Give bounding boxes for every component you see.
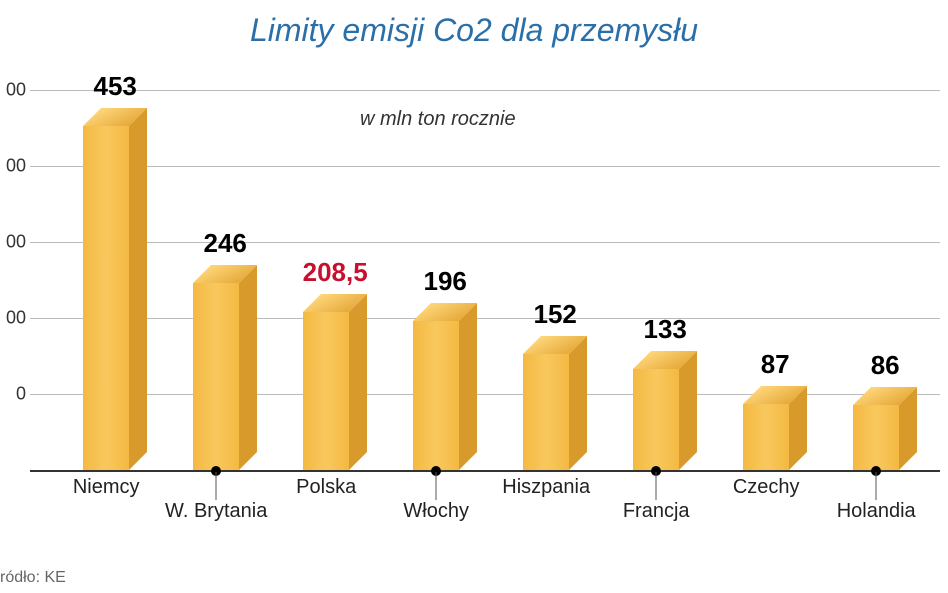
- bar: [83, 126, 129, 470]
- category-label: Holandia: [837, 500, 916, 523]
- bar: [853, 405, 899, 470]
- bar: [413, 321, 459, 470]
- y-tick-label: 00: [0, 232, 26, 253]
- y-tick-label: 00: [0, 308, 26, 329]
- bar-value-label: 133: [595, 314, 735, 345]
- category-label: Polska: [296, 476, 356, 499]
- y-tick-label: 00: [0, 80, 26, 101]
- bar-side: [459, 303, 477, 470]
- bar: [193, 283, 239, 470]
- gridline: [30, 166, 940, 167]
- bar-value-label: 246: [155, 228, 295, 259]
- category-label: Włochy: [403, 500, 469, 523]
- category-label: Czechy: [733, 476, 800, 499]
- bar-value-label: 86: [815, 350, 948, 381]
- bar-value-label: 453: [45, 71, 185, 102]
- category-label: W. Brytania: [165, 500, 267, 523]
- bar: [633, 369, 679, 470]
- chart-subtitle: w mln ton rocznie: [360, 108, 516, 131]
- tick-line: [656, 472, 657, 500]
- y-tick-label: 0: [0, 384, 26, 405]
- bar-side: [129, 108, 147, 470]
- source-text: ródło: KE: [0, 569, 66, 587]
- bar-side: [569, 336, 587, 470]
- tick-line: [876, 472, 877, 500]
- category-label: Francja: [623, 500, 690, 523]
- tick-line: [216, 472, 217, 500]
- x-axis: [30, 470, 940, 472]
- bar: [743, 404, 789, 470]
- bar: [523, 354, 569, 470]
- category-label: Niemcy: [73, 476, 140, 499]
- category-label: Hiszpania: [502, 476, 590, 499]
- chart-area: 000000000w mln ton rocznie453Niemcy246W.…: [30, 90, 940, 520]
- tick-line: [436, 472, 437, 500]
- y-tick-label: 00: [0, 156, 26, 177]
- chart-title: Limity emisji Co2 dla przemysłu: [0, 12, 948, 49]
- bar-side: [239, 265, 257, 470]
- bar-side: [349, 294, 367, 470]
- bar-side: [679, 351, 697, 470]
- bar: [303, 312, 349, 470]
- bar-value-label: 196: [375, 266, 515, 297]
